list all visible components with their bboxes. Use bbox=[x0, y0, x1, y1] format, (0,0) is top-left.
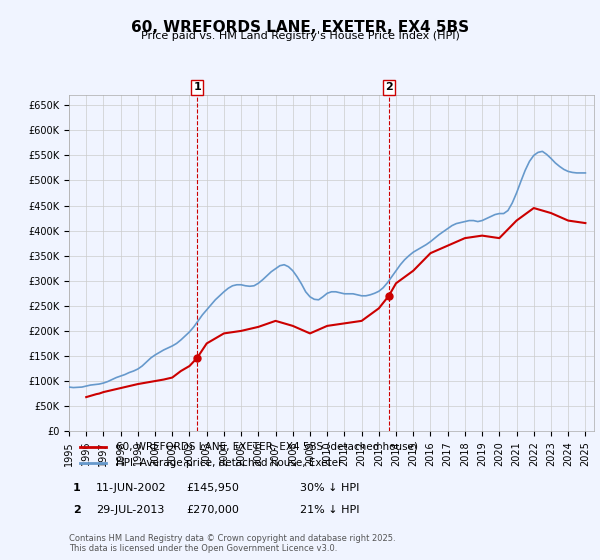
Text: 1: 1 bbox=[73, 483, 80, 493]
Text: 2: 2 bbox=[73, 505, 80, 515]
Text: 60, WREFORDS LANE, EXETER, EX4 5BS: 60, WREFORDS LANE, EXETER, EX4 5BS bbox=[131, 20, 469, 35]
Text: 2: 2 bbox=[385, 82, 392, 92]
Text: Price paid vs. HM Land Registry's House Price Index (HPI): Price paid vs. HM Land Registry's House … bbox=[140, 31, 460, 41]
Text: 60, WREFORDS LANE, EXETER, EX4 5BS (detached house): 60, WREFORDS LANE, EXETER, EX4 5BS (deta… bbox=[116, 442, 418, 452]
Text: 21% ↓ HPI: 21% ↓ HPI bbox=[300, 505, 359, 515]
Text: £270,000: £270,000 bbox=[186, 505, 239, 515]
Text: 1: 1 bbox=[193, 82, 201, 92]
Text: HPI: Average price, detached house, Exeter: HPI: Average price, detached house, Exet… bbox=[116, 458, 343, 468]
Text: 29-JUL-2013: 29-JUL-2013 bbox=[96, 505, 164, 515]
Text: 30% ↓ HPI: 30% ↓ HPI bbox=[300, 483, 359, 493]
Text: 11-JUN-2002: 11-JUN-2002 bbox=[96, 483, 167, 493]
Text: £145,950: £145,950 bbox=[186, 483, 239, 493]
Text: Contains HM Land Registry data © Crown copyright and database right 2025.
This d: Contains HM Land Registry data © Crown c… bbox=[69, 534, 395, 553]
